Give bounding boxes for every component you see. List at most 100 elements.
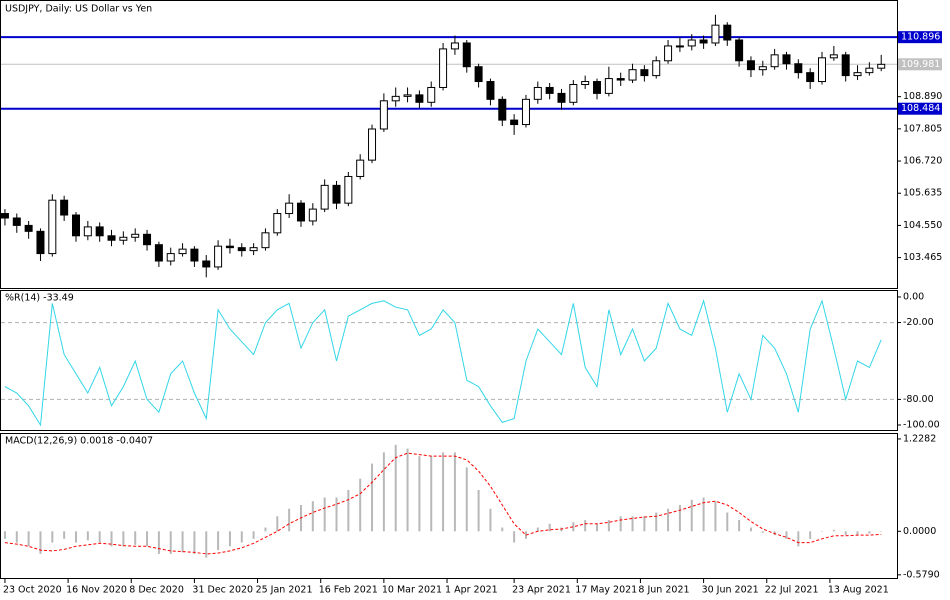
candle-body [71, 214, 80, 237]
histogram-bar [655, 512, 658, 532]
candle-body [782, 54, 791, 65]
histogram-bar [738, 520, 741, 532]
candle-body [24, 224, 33, 232]
candle-body [166, 253, 175, 262]
macd-panel-frame [0, 433, 898, 579]
histogram-bar [323, 497, 326, 532]
x-tick-label: 17 May 2021 [575, 585, 637, 596]
histogram-bar [252, 531, 255, 539]
y-tick-label: 108.890 [903, 91, 942, 102]
candle-body [628, 69, 637, 81]
histogram-bar [382, 452, 385, 532]
histogram-bar [832, 529, 835, 532]
histogram-bar [86, 531, 89, 541]
candle-body [391, 95, 400, 102]
candle-body [0, 213, 9, 219]
candle-body [877, 63, 886, 69]
histogram-bar [3, 531, 6, 539]
histogram-bar [39, 531, 42, 554]
histogram-bar [702, 497, 705, 532]
histogram-bar [477, 489, 480, 532]
candle-body [462, 42, 471, 68]
candle-body [178, 248, 187, 255]
candle-body [12, 217, 21, 226]
candle-body [652, 60, 661, 77]
histogram-bar [264, 527, 267, 532]
candle-body [237, 247, 246, 252]
histogram-bar [678, 504, 681, 532]
candle-body [296, 202, 305, 222]
candle-body [533, 86, 542, 100]
macd-title: MACD(12,26,9) 0.0018 -0.0407 [5, 436, 153, 447]
histogram-bar [785, 531, 788, 539]
histogram-bar [714, 501, 717, 532]
candle-body [640, 69, 649, 77]
histogram-bar [797, 531, 800, 547]
candle-body [699, 39, 708, 44]
candle-body [415, 94, 424, 103]
candle-body [510, 119, 519, 126]
histogram-bar [749, 527, 752, 532]
candle-body [225, 245, 234, 249]
y-tick-label: -20.00 [903, 317, 934, 328]
candle-body [829, 54, 838, 59]
histogram-bar [619, 516, 622, 532]
candle-body [616, 78, 625, 81]
histogram-bar [371, 463, 374, 532]
histogram-bar [74, 531, 77, 543]
histogram-bar [276, 516, 279, 532]
candle-body [83, 226, 92, 237]
histogram-bar [217, 531, 220, 551]
candle-body [604, 78, 613, 94]
histogram-bar [311, 501, 314, 532]
histogram-bar [27, 531, 30, 547]
histogram-bar [596, 523, 599, 532]
histogram-bar [536, 527, 539, 532]
x-tick-label: 31 Dec 2020 [192, 585, 253, 596]
candle-body [36, 230, 45, 255]
x-tick-label: 8 Dec 2020 [129, 585, 184, 596]
y-tick-label: 104.550 [903, 220, 942, 231]
candle-body [249, 247, 258, 252]
x-tick-label: 13 Aug 2021 [828, 585, 889, 596]
candle-body [379, 100, 388, 130]
x-tick-label: 23 Apr 2021 [512, 585, 571, 596]
candle-body [794, 63, 803, 74]
candle-body [758, 66, 767, 71]
candle-body [521, 98, 530, 126]
price-label: 109.981 [901, 59, 940, 70]
candle-body [711, 24, 720, 44]
x-tick-label: 30 Jun 2021 [702, 585, 759, 596]
histogram-bar [761, 531, 764, 533]
x-tick-label: 22 Jul 2021 [765, 585, 819, 596]
x-tick-label: 1 Apr 2021 [445, 585, 498, 596]
wpr-title: %R(14) -33.49 [5, 293, 74, 304]
candle-body [332, 184, 341, 204]
histogram-bar [880, 531, 883, 532]
candle-body [545, 86, 554, 94]
histogram-bar [288, 508, 291, 532]
candle-body [368, 128, 377, 161]
histogram-bar [465, 467, 468, 532]
candle-body [403, 94, 412, 97]
histogram-bar [335, 497, 338, 532]
price-label: 110.896 [901, 32, 940, 43]
histogram-bar [548, 523, 551, 532]
candle-body [202, 260, 211, 268]
histogram-bar [134, 531, 137, 545]
candle-body [95, 226, 104, 237]
histogram-bar [110, 531, 113, 547]
histogram-bar [394, 444, 397, 532]
histogram-bar [453, 452, 456, 532]
candle-body [344, 175, 353, 204]
histogram-bar [193, 531, 196, 554]
candle-body [723, 24, 732, 41]
candle-body [853, 72, 862, 77]
y-tick-label: 107.805 [903, 123, 942, 134]
chart-title: USDJPY, Daily: US Dollar vs Yen [5, 4, 152, 15]
candle-body [865, 67, 874, 74]
y-tick-label: -80.00 [903, 394, 934, 405]
histogram-bar [726, 512, 729, 532]
